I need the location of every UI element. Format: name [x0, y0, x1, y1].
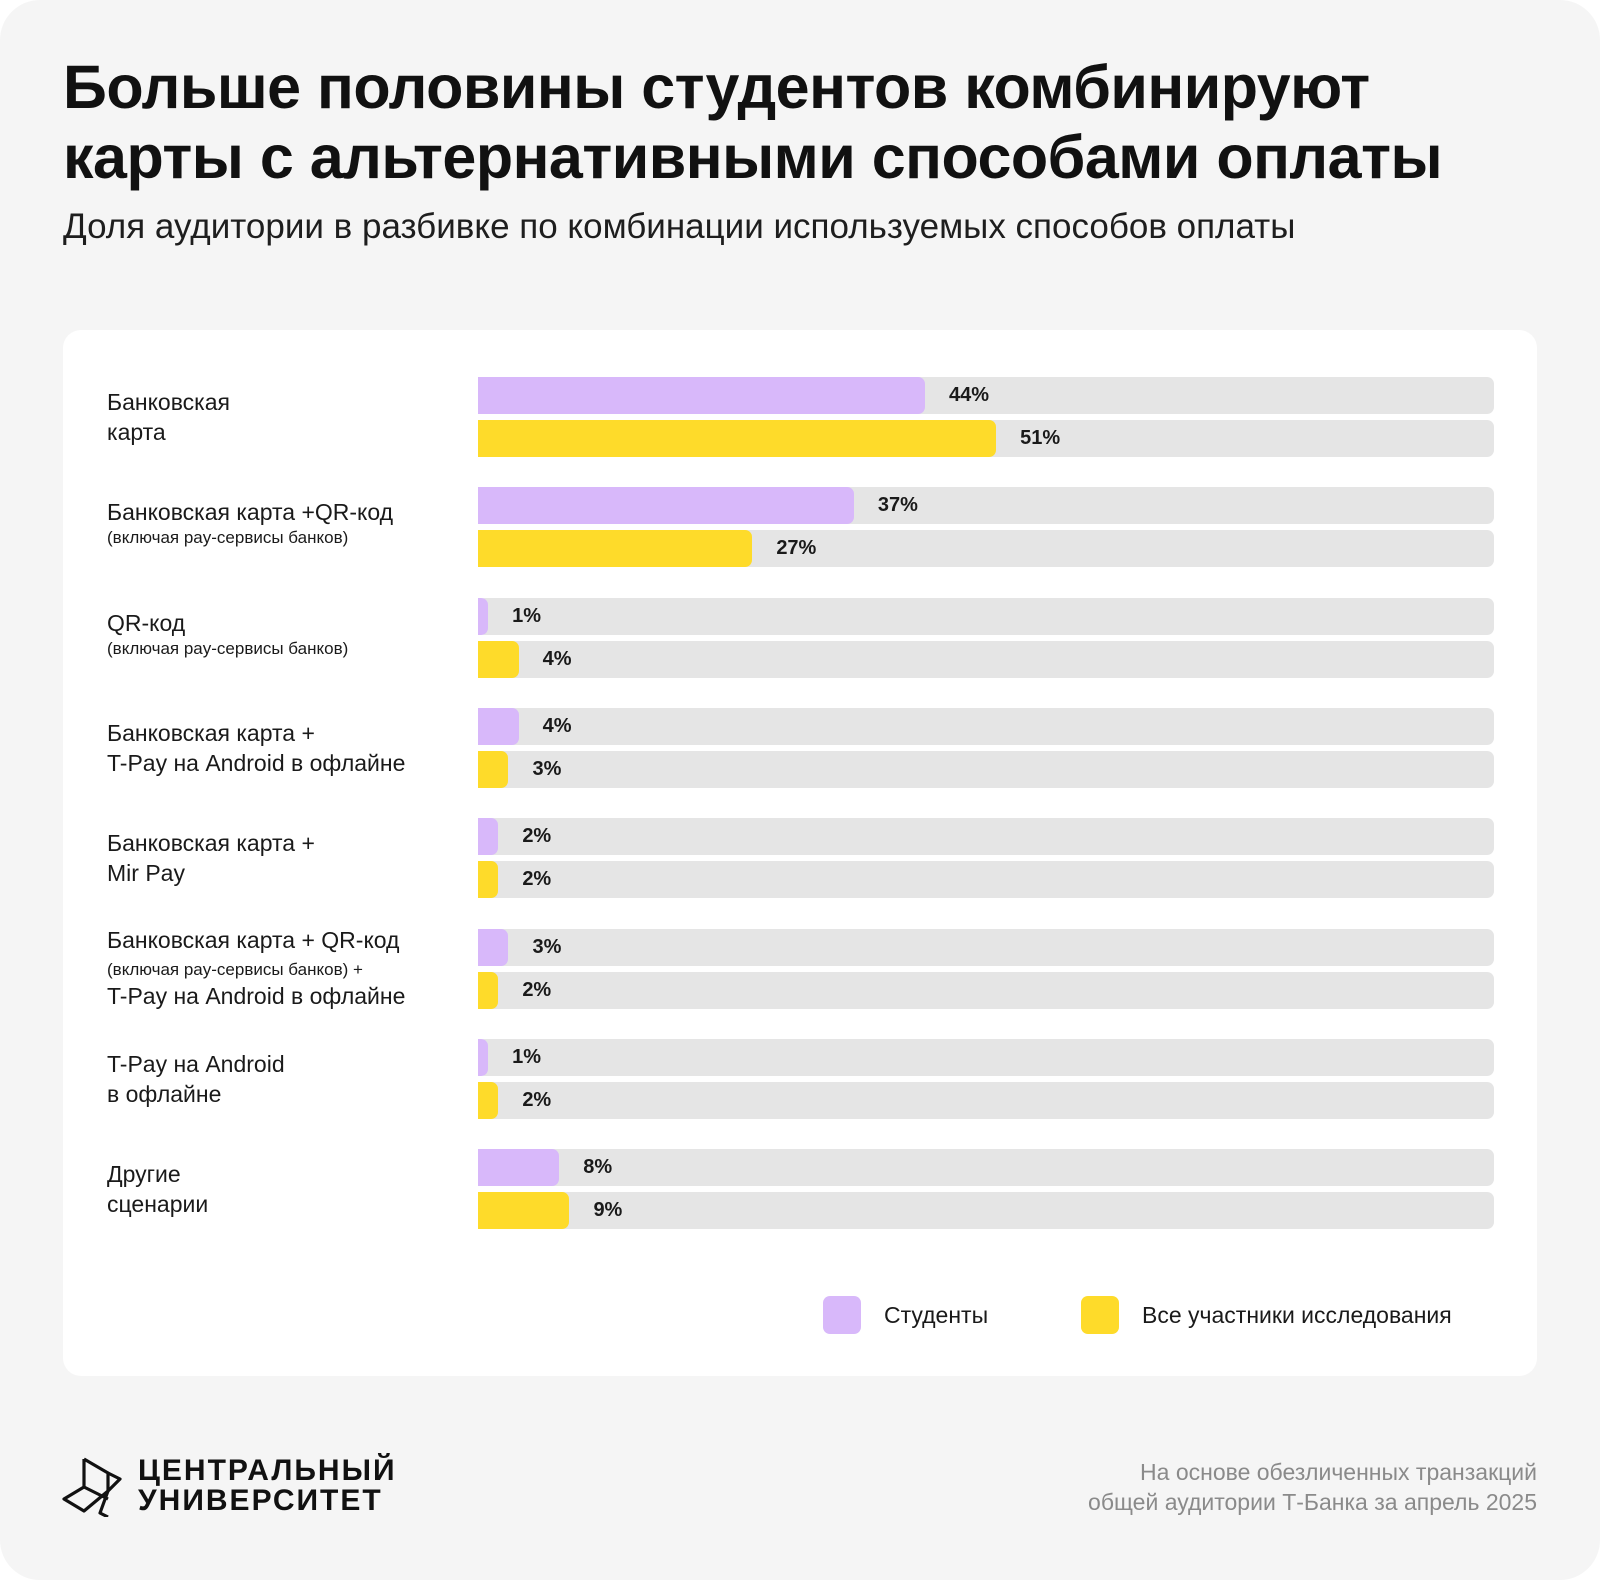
category-label-line: Банковская карта + — [107, 719, 315, 746]
bar-track: 2% — [478, 971, 1494, 1009]
bar-track: 8% — [478, 1149, 1494, 1187]
data-label-students: 3% — [532, 935, 562, 958]
category-label: T-Pay на Android в офлайне — [107, 1049, 467, 1109]
legend-swatch-all — [1081, 1296, 1119, 1334]
category-label: Банковская карта + Mir Pay — [107, 828, 467, 888]
category-label-line: QR-код — [107, 609, 186, 636]
data-label-all: 2% — [522, 1088, 552, 1111]
category-label-line: Банковская — [107, 389, 230, 415]
bar-all — [478, 750, 509, 788]
bar-track: 44% — [478, 377, 1494, 414]
data-label-students: 8% — [583, 1156, 613, 1179]
university-logo: ЦЕНТРАЛЬНЫЙ УНИВЕРСИТЕТ — [62, 1455, 397, 1517]
data-label-students: 37% — [877, 494, 918, 517]
category-label: Другие сценарии — [107, 1159, 467, 1219]
logo-text: ЦЕНТРАЛЬНЫЙ УНИВЕРСИТЕТ — [138, 1456, 397, 1516]
category-label-note: (включая pay-сервисы банков) — [107, 638, 349, 658]
category-label-line: в офлайне — [107, 1080, 222, 1107]
category-label: Банковская карта + T-Pay на Android в офл… — [107, 718, 467, 778]
source-note-line-2: общей аудитории Т-Банка за апрель 2025 — [1088, 1489, 1537, 1515]
bar-track: 27% — [478, 530, 1494, 568]
bar-track: 4% — [478, 707, 1494, 745]
legend-label-all: Все участники исследования — [1142, 1301, 1452, 1328]
bar-all — [478, 971, 499, 1009]
data-label-students: 1% — [512, 1045, 542, 1068]
bar-all — [478, 861, 499, 899]
legend-item-students: Студенты — [823, 1295, 988, 1335]
logo-icon — [62, 1457, 122, 1517]
category-label-line: T-Pay на Android в офлайне — [107, 982, 406, 1009]
bar-track: 4% — [478, 640, 1494, 678]
data-label-all: 9% — [593, 1199, 623, 1222]
category-label: Банковская карта — [107, 387, 467, 447]
data-label-all: 27% — [776, 537, 817, 560]
category-label-line: карта — [107, 419, 166, 445]
page-subtitle: Доля аудитории в разбивке по комбинации … — [63, 207, 1296, 246]
bar-track: 3% — [478, 750, 1494, 788]
bar-students — [478, 1038, 489, 1076]
data-label-students: 4% — [542, 714, 572, 737]
data-label-all: 4% — [542, 647, 572, 670]
bar-track: 1% — [478, 597, 1494, 635]
category-label-line: сценарии — [107, 1191, 209, 1218]
category-label-line: Банковская карта +QR-код — [107, 499, 394, 526]
page-title: Больше половины студентов комбинируют ка… — [63, 52, 1543, 192]
bar-track: 1% — [478, 1038, 1494, 1076]
bar-students — [478, 487, 854, 525]
bar-track: 2% — [478, 1081, 1494, 1119]
legend-swatch-students — [823, 1296, 861, 1334]
bar-students — [478, 818, 499, 856]
bar-track: 3% — [478, 928, 1494, 966]
data-label-all: 2% — [522, 978, 552, 1001]
bar-track: 37% — [478, 487, 1494, 525]
legend-label-students: Студенты — [884, 1301, 989, 1328]
legend-item-all: Все участники исследования — [1081, 1295, 1452, 1335]
bar-all — [478, 1081, 499, 1119]
category-label-line: T-Pay на Android — [107, 1050, 285, 1077]
logo-text-line-1: ЦЕНТРАЛЬНЫЙ — [138, 1454, 397, 1487]
category-label-line: Другие — [107, 1161, 181, 1188]
bar-students — [478, 597, 489, 635]
source-note-line-1: На основе обезличенных транзакций — [1140, 1459, 1537, 1485]
category-label-line: Mir Pay — [107, 860, 185, 887]
category-label: QR-код (включая pay-сервисы банков) — [107, 608, 467, 660]
category-label-line: Банковская карта + QR-код — [107, 926, 400, 953]
category-label: Банковская карта + QR-код (включая pay-се… — [107, 925, 467, 1011]
data-label-all: 51% — [1020, 427, 1061, 449]
bar-track: 2% — [478, 818, 1494, 856]
bar-all — [478, 420, 997, 457]
data-label-students: 1% — [512, 604, 542, 627]
bar-all — [478, 530, 753, 568]
source-note: На основе обезличенных транзакций общей … — [1088, 1457, 1537, 1517]
bar-students — [478, 707, 519, 745]
bar-track: 2% — [478, 861, 1494, 899]
data-label-students: 44% — [949, 384, 990, 406]
title-line-1: Больше половины студентов комбинируют — [63, 53, 1370, 121]
bar-all — [478, 1192, 570, 1230]
data-label-all: 3% — [532, 757, 562, 780]
logo-text-line-2: УНИВЕРСИТЕТ — [138, 1484, 383, 1517]
category-label-line: Банковская карта + — [107, 830, 315, 857]
chart-card: Студенты Все участники исследования Банк… — [63, 330, 1537, 1376]
bar-students — [478, 377, 926, 414]
category-label-note: (включая pay-сервисы банков) — [107, 528, 349, 548]
category-label-note: (включая pay-сервисы банков) + — [107, 959, 363, 979]
bar-track: 51% — [478, 420, 1494, 457]
bar-students — [478, 1149, 560, 1187]
bar-students — [478, 928, 509, 966]
category-label: Банковская карта +QR-код (включая pay-сер… — [107, 497, 467, 549]
data-label-all: 2% — [522, 868, 552, 891]
title-line-2: карты с альтернативными способами оплаты — [63, 123, 1443, 191]
data-label-students: 2% — [522, 825, 552, 848]
bar-track: 9% — [478, 1192, 1494, 1230]
category-label-line: T-Pay на Android в офлайне — [107, 749, 406, 776]
bar-all — [478, 640, 519, 678]
